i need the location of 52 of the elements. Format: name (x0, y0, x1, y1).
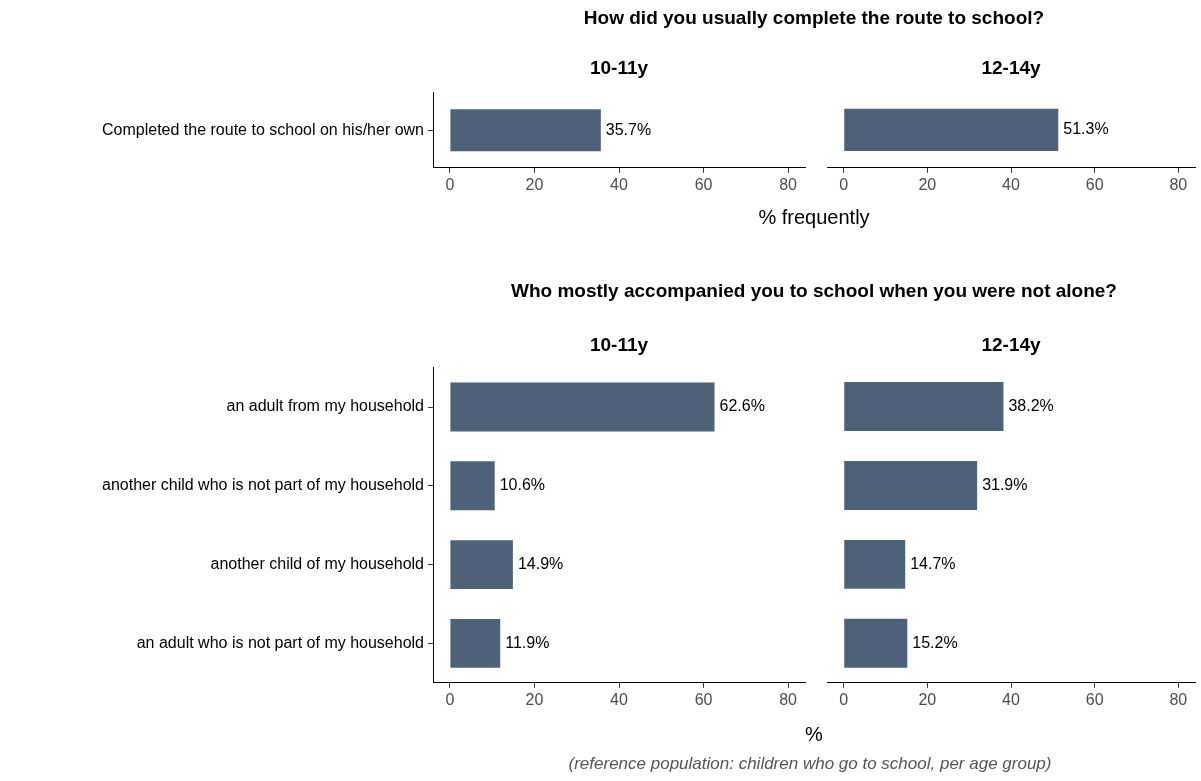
x-tick-label: 20 (918, 175, 937, 193)
chart-subtitle: 12-14y (981, 57, 1041, 79)
bar (844, 460, 978, 510)
x-axis-title: % frequently (758, 206, 870, 228)
x-tick-label: 40 (1002, 175, 1020, 193)
y-tick-label: Completed the route to school on his/her own (102, 120, 424, 138)
x-tick-label: 40 (610, 690, 628, 708)
y-tick-label: an adult from my household (226, 397, 424, 415)
data-label: 51.3% (1063, 120, 1109, 138)
x-tick-label: 0 (445, 175, 455, 193)
x-tick-label: 60 (694, 175, 713, 193)
x-tick-label: 40 (1002, 690, 1020, 708)
text: (reference population: children who go to school, per age group) (568, 754, 1052, 774)
data-label: 31.9% (982, 475, 1028, 493)
bar (844, 539, 906, 589)
data-label: 15.2% (912, 633, 958, 651)
bar (450, 461, 495, 511)
data-label: 35.7% (605, 120, 652, 138)
bar (844, 618, 908, 668)
x-tick-label: 0 (839, 690, 849, 708)
x-tick-label: 60 (694, 690, 713, 708)
x-tick-label: 80 (779, 175, 798, 193)
chart-title: How did you usually complete the route to school? (583, 7, 1045, 29)
x-tick-label: 20 (525, 175, 544, 193)
data-label: 14.9% (517, 555, 564, 573)
data-label: 62.6% (719, 397, 765, 415)
data-label: 10.6% (499, 476, 546, 494)
data-label: 38.2% (1008, 396, 1054, 414)
x-tick-label: 0 (445, 690, 455, 708)
chart-subtitle: 10-11y (589, 334, 649, 356)
x-axis-title: % (805, 723, 823, 745)
x-tick-label: 0 (839, 175, 849, 193)
x-tick-label: 60 (1085, 175, 1104, 193)
bar (450, 618, 501, 668)
y-tick-label: another child of my household (210, 555, 424, 573)
data-label: 14.7% (910, 554, 956, 572)
bar (844, 382, 1004, 431)
bar (450, 382, 715, 432)
x-tick-label: 80 (1169, 690, 1188, 708)
x-tick-label: 20 (918, 690, 937, 708)
y-tick-label: another child who is not part of my household (102, 476, 424, 494)
chart-subtitle: 10-11y (589, 57, 649, 79)
x-tick-label: 40 (610, 175, 628, 193)
x-tick-label: 80 (1169, 175, 1188, 193)
x-tick-label: 60 (1085, 690, 1104, 708)
chart-title: Who mostly accompanied you to school when you were not alone? (511, 280, 1117, 302)
chart-subtitle: 12-14y (981, 334, 1041, 356)
data-label: 11.9% (505, 633, 550, 651)
bar (450, 540, 513, 590)
x-tick-label: 20 (525, 690, 544, 708)
x-tick-label: 80 (779, 690, 798, 708)
y-tick-label: an adult who is not part of my household (136, 633, 424, 651)
